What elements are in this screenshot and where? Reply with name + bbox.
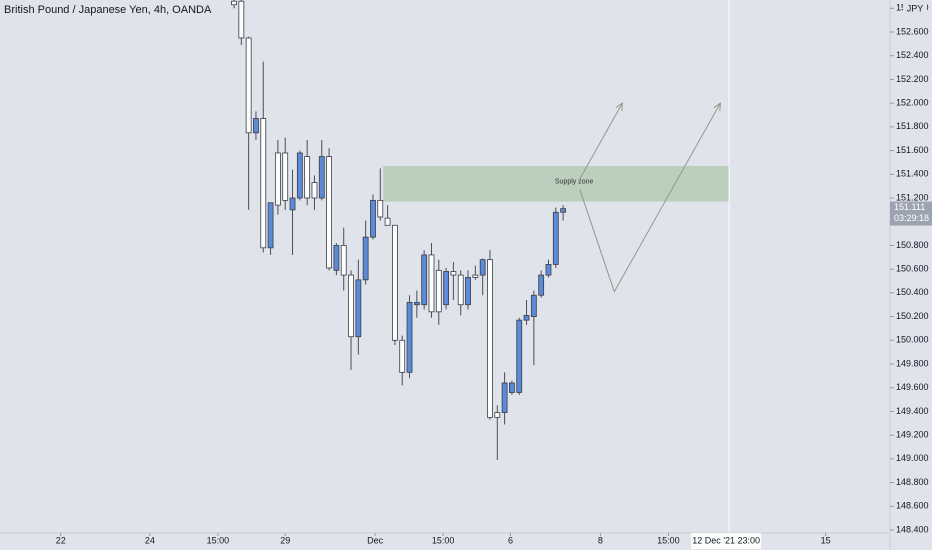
candle-body (443, 271, 449, 306)
y-tick-label: 151.200 (896, 192, 929, 202)
candle-body (406, 301, 413, 373)
candle-body (472, 274, 479, 278)
candle-body (523, 314, 530, 321)
x-tick-label: 24 (145, 535, 155, 545)
candle-body (289, 197, 296, 211)
y-tick-label: 148.400 (896, 524, 929, 534)
y-tick-label: 150.400 (896, 287, 929, 297)
candle-body (450, 271, 457, 276)
candle-body (362, 236, 369, 281)
crosshair-label: 12 Dec '21 23:00 (692, 535, 760, 545)
candle-body (399, 339, 406, 373)
y-tick-label: 151.400 (896, 169, 929, 179)
y-tick-label: 150.800 (896, 240, 929, 250)
x-tick-label: 15:00 (432, 535, 455, 545)
candle-body (530, 294, 537, 317)
y-tick-label: 149.000 (896, 453, 929, 463)
y-tick-label: 151.800 (896, 121, 929, 131)
candle-body (413, 301, 420, 306)
price-label-box (890, 201, 932, 226)
y-tick-label: 149.400 (896, 406, 929, 416)
y-tick-label: 149.800 (896, 358, 929, 368)
candle-body (392, 224, 398, 341)
x-tick-label: Dec (367, 535, 384, 545)
candle-body (465, 277, 471, 306)
candle-body (355, 279, 362, 338)
candle-body (253, 118, 259, 134)
candle-body (552, 211, 559, 265)
candle-body (509, 382, 515, 393)
y-tick-label: 148.600 (896, 501, 929, 511)
candle-body (348, 274, 354, 338)
crosshair-label-box (691, 533, 762, 549)
countdown: 03:29:18 (894, 213, 929, 223)
candle-body (267, 202, 274, 249)
y-tick-label: 150.000 (896, 335, 929, 345)
candle-body (296, 152, 303, 199)
candle-body (479, 259, 486, 276)
projection-arrow (579, 102, 721, 293)
candle-body (516, 319, 523, 393)
candle-body (457, 274, 464, 306)
candle-body (238, 0, 245, 39)
y-tick-label: 150.200 (896, 311, 929, 321)
candle-body (560, 208, 567, 213)
candle-body (282, 152, 289, 201)
x-tick-label: 15 (821, 535, 831, 545)
projection-arrow (578, 102, 623, 182)
candle-body (326, 156, 332, 269)
candle-body (304, 156, 311, 199)
y-tick-label: 152.600 (896, 26, 929, 36)
unit-box (903, 2, 927, 16)
y-tick-label: 151.600 (896, 145, 929, 155)
candle-body (487, 259, 493, 418)
zone-label: Supply zone (555, 179, 594, 186)
y-tick-label: 152.400 (896, 50, 929, 60)
candle-body (545, 264, 552, 276)
candle-body (340, 245, 347, 276)
price-label: 151.111 (894, 202, 925, 212)
candle-body (245, 37, 252, 134)
candle-body (384, 217, 391, 226)
chart-title: British Pound / Japanese Yen, 4h, OANDA (4, 4, 212, 16)
y-unit: JPY (907, 3, 924, 13)
candle-body (311, 182, 318, 199)
candle-body (231, 0, 237, 6)
x-tick-label: 15:00 (657, 535, 680, 545)
candle-body (333, 245, 340, 271)
x-tick-label: 29 (280, 535, 290, 545)
x-tick-label: 6 (508, 535, 513, 545)
candle-body (318, 156, 325, 199)
y-tick-label: 152.200 (896, 74, 929, 84)
candle-body (435, 269, 442, 313)
arrow-head (615, 102, 623, 112)
candle-body (538, 274, 545, 296)
y-tick-label: 150.600 (896, 264, 929, 274)
arrow-head (713, 102, 721, 112)
candle-body (428, 254, 435, 313)
y-tick-label: 149.200 (896, 430, 929, 440)
x-tick-label: 15:00 (207, 535, 230, 545)
x-tick-label: 22 (56, 535, 66, 545)
x-tick-label: 8 (598, 535, 603, 545)
y-tick-label: 149.600 (896, 382, 929, 392)
supply-zone (383, 165, 730, 202)
candle-body (274, 152, 281, 206)
candle-body (370, 199, 376, 238)
plot-area: Supply zone (231, 0, 730, 533)
candle-body (501, 382, 508, 414)
candle-body (377, 199, 384, 218)
candle-body (494, 412, 501, 418)
candle-body (260, 118, 267, 249)
y-tick-label: 152.000 (896, 98, 929, 108)
candle-body (421, 254, 428, 306)
y-tick-label: 148.800 (896, 477, 929, 487)
